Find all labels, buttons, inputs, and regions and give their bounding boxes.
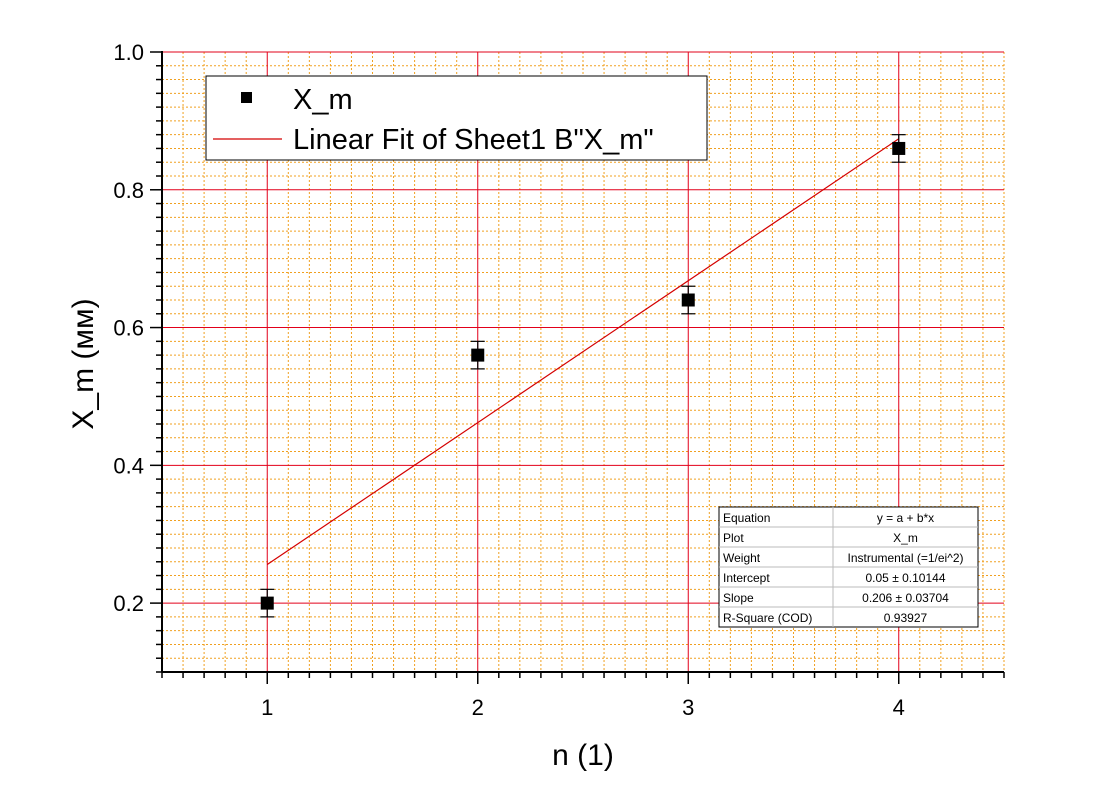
table-cell-value: 0.93927	[884, 611, 928, 625]
table-cell-label: R-Square (COD)	[723, 611, 812, 625]
x-tick-label: 1	[261, 695, 273, 720]
legend-label-fit: Linear Fit of Sheet1 B"X_m"	[293, 124, 654, 156]
fit-line	[266, 138, 900, 566]
x-tick-label: 3	[682, 695, 694, 720]
legend-marker-square	[241, 92, 252, 103]
data-point	[260, 596, 274, 610]
data-point	[681, 293, 695, 307]
y-tick-label: 0.4	[113, 453, 144, 478]
legend-label-series: X_m	[293, 84, 353, 116]
fit-results-table: Equation y = a + b*x Plot X_m Weight Instrume…	[718, 506, 979, 628]
x-tick-label: 2	[472, 695, 484, 720]
data-points	[260, 134, 906, 618]
table-cell-label: Equation	[723, 511, 770, 525]
table-cell-value: y = a + b*x	[877, 511, 934, 525]
table-cell-value: 0.05 ± 0.10144	[866, 571, 946, 585]
y-tick-label: 1.0	[113, 40, 144, 65]
y-tick-label: 0.6	[113, 316, 144, 341]
fit-line-group	[266, 138, 900, 566]
y-tick-labels: 0.2 0.4 0.6 0.8 1.0	[113, 40, 144, 616]
table-cell-label: Slope	[723, 591, 754, 605]
legend: X_m Linear Fit of Sheet1 B"X_m"	[205, 75, 708, 161]
x-axis-title: n (1)	[552, 739, 614, 772]
data-point	[471, 348, 485, 362]
table-cell-value: Instrumental (=1/ei^2)	[847, 551, 963, 565]
legend-box	[205, 75, 708, 161]
y-axis-title: X_m (мм)	[67, 298, 100, 429]
y-tick-label: 0.8	[113, 178, 144, 203]
y-tick-label: 0.2	[113, 591, 144, 616]
table-cell-label: Intercept	[723, 571, 770, 585]
x-tick-label: 4	[893, 695, 905, 720]
tick-marks	[150, 51, 1005, 684]
table-cell-label: Weight	[723, 551, 761, 565]
x-tick-labels: 1 2 3 4	[261, 695, 905, 720]
table-cell-label: Plot	[723, 531, 744, 545]
table-cell-value: 0.206 ± 0.03704	[862, 591, 949, 605]
data-point	[892, 141, 906, 155]
table-cell-value: X_m	[893, 531, 918, 545]
